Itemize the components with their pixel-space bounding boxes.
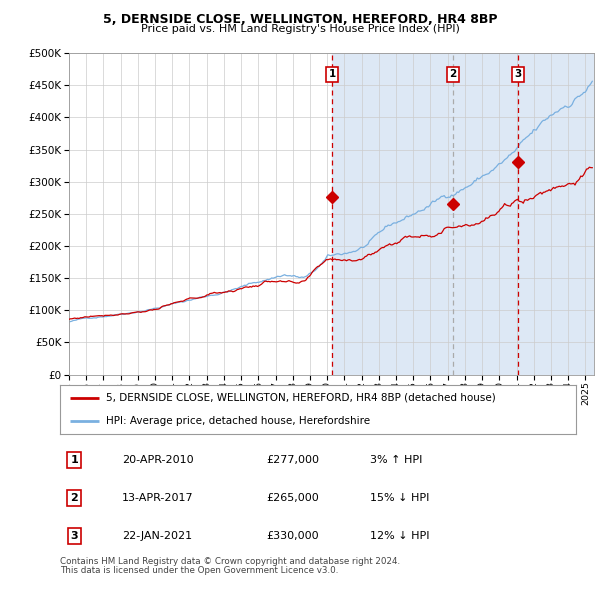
Text: 3: 3 [71, 531, 78, 541]
Text: This data is licensed under the Open Government Licence v3.0.: This data is licensed under the Open Gov… [60, 566, 338, 575]
Text: 1: 1 [71, 455, 79, 465]
Text: 15% ↓ HPI: 15% ↓ HPI [370, 493, 429, 503]
Text: £330,000: £330,000 [266, 531, 319, 541]
Text: Contains HM Land Registry data © Crown copyright and database right 2024.: Contains HM Land Registry data © Crown c… [60, 557, 400, 566]
Text: 5, DERNSIDE CLOSE, WELLINGTON, HEREFORD, HR4 8BP (detached house): 5, DERNSIDE CLOSE, WELLINGTON, HEREFORD,… [106, 393, 496, 403]
Text: 2: 2 [71, 493, 79, 503]
Bar [332, 53, 600, 375]
Text: 12% ↓ HPI: 12% ↓ HPI [370, 531, 429, 541]
Text: HPI: Average price, detached house, Herefordshire: HPI: Average price, detached house, Here… [106, 416, 371, 426]
Text: 3% ↑ HPI: 3% ↑ HPI [370, 455, 422, 465]
Text: 5, DERNSIDE CLOSE, WELLINGTON, HEREFORD, HR4 8BP: 5, DERNSIDE CLOSE, WELLINGTON, HEREFORD,… [103, 13, 497, 26]
Text: Price paid vs. HM Land Registry's House Price Index (HPI): Price paid vs. HM Land Registry's House … [140, 24, 460, 34]
Text: 20-APR-2010: 20-APR-2010 [122, 455, 194, 465]
Text: 1: 1 [329, 69, 336, 79]
Text: 22-JAN-2021: 22-JAN-2021 [122, 531, 192, 541]
Text: £265,000: £265,000 [266, 493, 319, 503]
Text: 13-APR-2017: 13-APR-2017 [122, 493, 194, 503]
Text: 2: 2 [449, 69, 457, 79]
Text: £277,000: £277,000 [266, 455, 319, 465]
Text: 3: 3 [514, 69, 521, 79]
